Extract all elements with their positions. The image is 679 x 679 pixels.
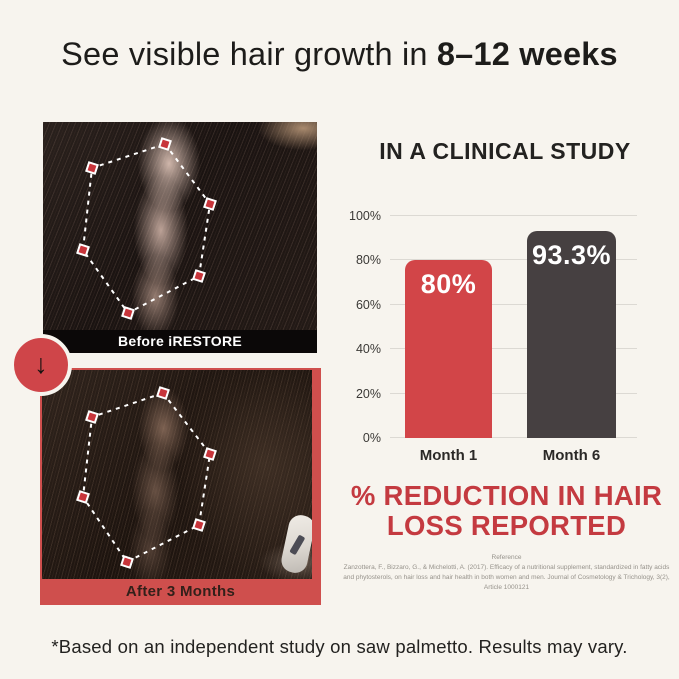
reference-text: Zanzottera, F., Bizzaro, G., & Michelott…: [343, 564, 670, 592]
y-tick-label: 80%: [355, 253, 381, 268]
measurement-markers: [76, 386, 217, 569]
result-heading: % REDUCTION IN HAIR LOSS REPORTED: [338, 481, 675, 540]
after-photo-image: [42, 370, 312, 579]
measurement-markers: [76, 137, 217, 320]
chart-bar: 80%: [405, 260, 492, 438]
chart-bar: 93.3%: [527, 230, 616, 438]
before-after-arrow-badge: ↓: [10, 334, 72, 396]
gridline: [390, 348, 637, 350]
earbud-stem: [289, 534, 306, 556]
reference-title: Reference: [491, 554, 522, 561]
y-tick-label: 20%: [355, 386, 381, 401]
title-regular: See visible hair growth in: [61, 36, 437, 72]
gridline: [390, 437, 637, 438]
page-title: See visible hair growth in 8–12 weeks: [0, 36, 679, 73]
measurement-polygon: [81, 391, 212, 564]
y-tick-label: 0%: [362, 431, 381, 445]
x-category-label: Month 1: [419, 447, 478, 464]
study-heading: IN A CLINICAL STUDY: [379, 138, 631, 164]
down-arrow-icon: ↓: [34, 349, 48, 379]
before-measurement-overlay: [76, 137, 217, 320]
disclaimer: *Based on an independent study on saw pa…: [51, 636, 628, 657]
bar-value-label: 93.3%: [531, 239, 612, 270]
y-tick-label: 60%: [355, 297, 381, 312]
bar-value-label: 80%: [420, 269, 477, 300]
y-tick-label: 100%: [349, 209, 381, 223]
after-caption: After 3 Months: [125, 583, 236, 600]
gridline: [390, 259, 637, 261]
result-heading-line1: % REDUCTION IN HAIR: [350, 480, 663, 511]
after-photo: After 3 Months: [40, 368, 321, 605]
x-category-label: Month 6: [542, 447, 601, 464]
measurement-polygon: [81, 142, 212, 315]
gridline: [390, 215, 637, 216]
before-photo: Before iRESTORE: [43, 122, 317, 353]
gridline: [390, 392, 637, 394]
reference-block: Reference Zanzottera, F., Bizzaro, G., &…: [338, 553, 675, 593]
chart-plot: 80% 93.3% Month 1 Month 6 0% 20% 40% 60% 80%…: [349, 209, 637, 464]
after-measurement-overlay: [76, 386, 217, 569]
before-photo-image: [43, 122, 317, 330]
gridline: [390, 303, 637, 305]
before-caption: Before iRESTORE: [43, 330, 317, 353]
title-bold: 8–12 weeks: [436, 36, 618, 72]
result-heading-line2: LOSS REPORTED: [386, 509, 627, 541]
y-tick-label: 40%: [355, 342, 381, 357]
